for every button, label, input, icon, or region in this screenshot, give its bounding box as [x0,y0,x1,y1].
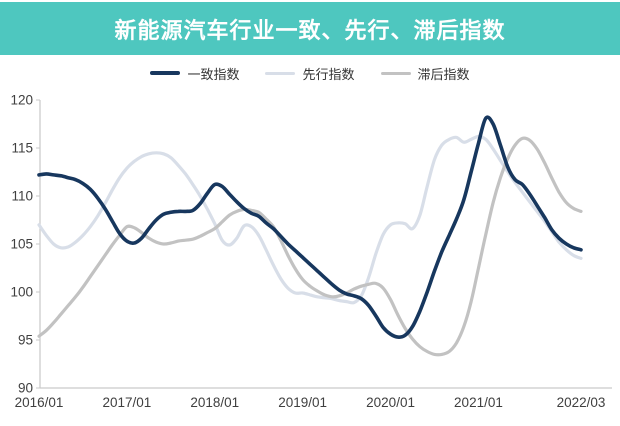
chart-title: 新能源汽车行业一致、先行、滞后指数 [114,17,506,43]
svg-text:110: 110 [11,189,33,204]
chart-legend: 一致指数 先行指数 滞后指数 [0,60,620,86]
series-line-一致指数 [37,115,583,339]
svg-text:115: 115 [11,141,33,156]
legend-item-leading-index: 先行指数 [265,64,355,83]
svg-text:90: 90 [18,381,33,396]
series-line-滞后指数 [37,136,583,357]
svg-text:120: 120 [10,93,33,108]
svg-text:105: 105 [10,237,33,252]
legend-label: 一致指数 [187,66,240,82]
svg-text:2021/01: 2021/01 [454,395,503,410]
lagging-line-swatch-icon [380,71,411,75]
series-line-先行指数 [37,134,583,305]
coincident-line-swatch-icon [150,71,181,75]
legend-label: 先行指数 [302,66,355,82]
svg-text:95: 95 [18,333,33,348]
svg-text:2017/01: 2017/01 [102,395,151,410]
legend-label: 滞后指数 [417,66,470,82]
legend-item-coincident-index: 一致指数 [150,64,239,83]
legend-item-lagging-index: 滞后指数 [380,64,470,83]
svg-text:2018/01: 2018/01 [190,395,239,410]
chart-title-bar: 新能源汽车行业一致、先行、滞后指数 [0,2,620,55]
svg-text:100: 100 [10,285,33,300]
svg-text:2020/01: 2020/01 [366,395,415,410]
svg-text:2019/01: 2019/01 [278,395,327,410]
leading-line-swatch-icon [265,71,296,75]
svg-text:2016/01: 2016/01 [15,395,64,410]
svg-text:2022/03: 2022/03 [557,395,606,410]
